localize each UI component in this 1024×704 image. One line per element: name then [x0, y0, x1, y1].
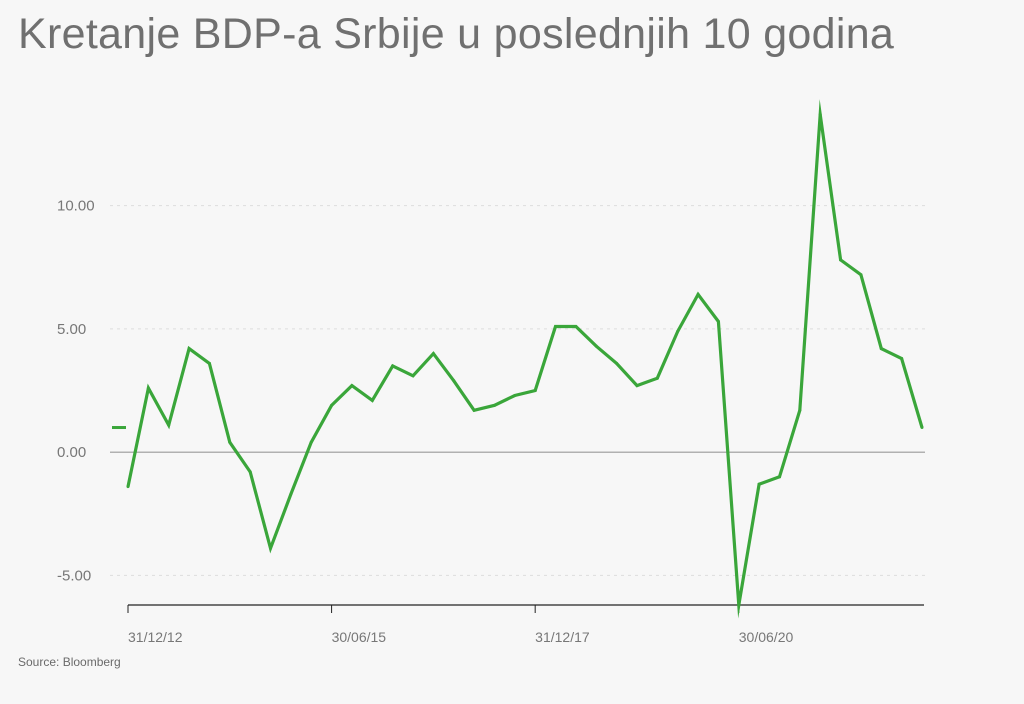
x-tick-label: 30/06/20 — [739, 629, 794, 645]
data-point — [289, 492, 293, 496]
data-point — [248, 470, 252, 474]
x-tick-label: 31/12/17 — [535, 629, 590, 645]
data-point — [839, 258, 843, 262]
data-point — [798, 408, 802, 412]
data-point — [411, 374, 415, 378]
data-point — [472, 408, 476, 412]
data-point — [554, 324, 558, 328]
data-point — [513, 393, 517, 397]
data-point — [777, 475, 781, 479]
gridlines — [110, 205, 925, 576]
y-tick-label: 10.00 — [57, 198, 95, 215]
y-tick-label: 5.00 — [57, 321, 86, 338]
data-point — [309, 440, 313, 444]
x-tick-label: 30/06/15 — [332, 629, 387, 645]
data-point — [574, 324, 578, 328]
axes — [127, 604, 924, 613]
data-point — [330, 403, 334, 407]
data-point — [676, 329, 680, 333]
data-point — [900, 357, 904, 360]
data-point — [431, 352, 435, 356]
data-point — [207, 361, 211, 365]
data-point — [879, 347, 883, 351]
data-point — [818, 112, 822, 116]
data-point — [187, 347, 191, 351]
data-point — [126, 485, 130, 489]
data-point — [350, 384, 354, 388]
data-point — [146, 386, 150, 390]
data-point — [757, 482, 761, 486]
data-point — [737, 603, 741, 607]
series — [112, 99, 924, 619]
chart-title: Kretanje BDP-a Srbije u poslednjih 10 go… — [18, 10, 895, 58]
source-note: Source: Bloomberg — [18, 655, 121, 669]
data-point — [859, 273, 863, 277]
y-tick-label: 0.00 — [57, 444, 86, 461]
x-axis-tick-labels: 31/12/12 30/06/15 31/12/17 30/06/20 — [128, 629, 793, 645]
data-point — [615, 361, 619, 365]
data-point — [716, 320, 720, 324]
data-point — [391, 364, 395, 368]
data-point — [269, 546, 273, 550]
y-axis-tick-labels: 10.00 5.00 0.00 -5.00 — [57, 198, 95, 585]
x-tick-label: 31/12/12 — [128, 629, 183, 645]
data-point — [635, 384, 639, 388]
data-point — [492, 403, 496, 407]
data-point — [920, 426, 924, 430]
data-point — [655, 376, 659, 380]
data-point — [370, 398, 374, 402]
data-point — [228, 440, 232, 444]
data-point — [594, 344, 598, 348]
data-point — [167, 423, 171, 427]
data-point — [452, 379, 456, 383]
data-point — [696, 292, 700, 296]
gdp-series-line — [126, 99, 924, 619]
data-point — [533, 389, 537, 393]
y-tick-label: -5.00 — [57, 567, 91, 584]
